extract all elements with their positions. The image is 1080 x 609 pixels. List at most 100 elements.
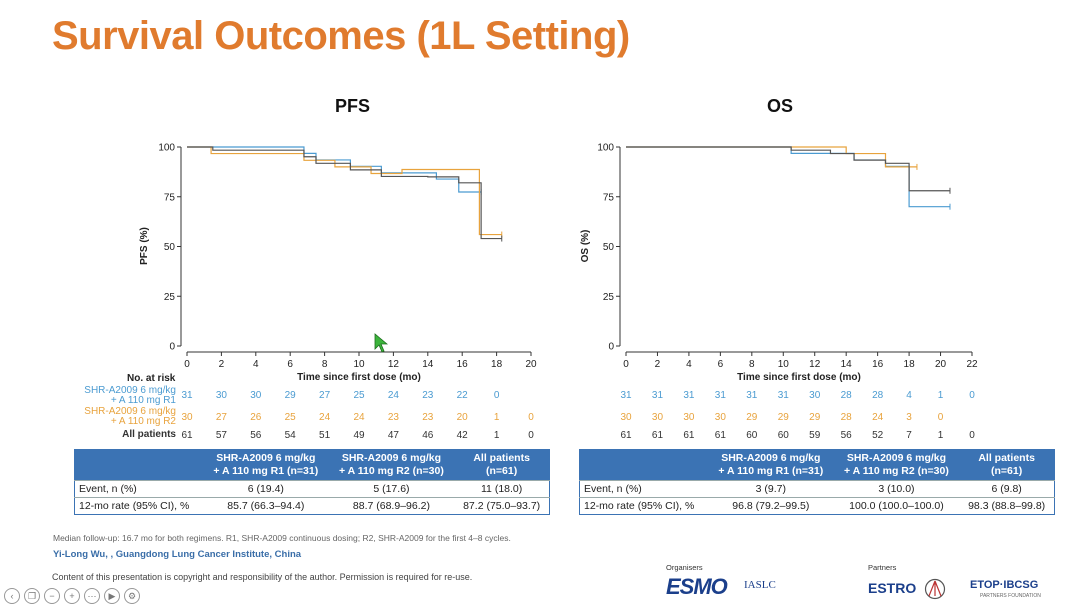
partner-emblem-icon: [924, 578, 946, 600]
risk-count: 31: [746, 390, 758, 401]
table-header-row: SHR-A2009 6 mg/kg + A 110 mg R1 (n=31) S…: [579, 449, 1055, 481]
risk-label-r1: SHR-A2009 6 mg/kg + A 110 mg R1: [84, 385, 176, 406]
y-tick-label: 50: [164, 242, 176, 253]
footnote: Median follow-up: 16.7 mo for both regim…: [53, 533, 511, 543]
viewer-toolbar: ‹ ❐ − + ⋯ ▶ ⚙: [4, 588, 140, 604]
x-tick-label: 8: [322, 359, 328, 370]
risk-count: 59: [809, 430, 821, 441]
risk-count: 0: [969, 430, 975, 441]
table-cell: 3 (9.7): [708, 480, 834, 498]
copy-icon[interactable]: ❐: [24, 588, 40, 604]
risk-count: 27: [215, 412, 227, 423]
author-credit: Yi-Long Wu, , Guangdong Lung Cancer Inst…: [53, 549, 302, 560]
table-row: 12-mo rate (95% CI), % 96.8 (79.2–99.5) …: [579, 497, 1055, 515]
risk-label-r2: SHR-A2009 6 mg/kg + A 110 mg R2: [84, 406, 176, 427]
table-header-cell: All patients (n=61): [959, 449, 1055, 481]
risk-count: 29: [746, 412, 758, 423]
esmo-logo: ESMO: [666, 574, 728, 599]
risk-count: 56: [250, 430, 262, 441]
risk-count: 60: [746, 430, 758, 441]
x-tick-label: 14: [841, 359, 853, 370]
table-header-cell: [579, 449, 708, 481]
risk-count: 30: [620, 412, 632, 423]
table-header-cell: SHR-A2009 6 mg/kg + A 110 mg R2 (n=30): [328, 449, 455, 481]
table-cell: 88.7 (68.9–96.2): [328, 497, 455, 515]
y-tick-label: 50: [603, 242, 615, 253]
km-curve-r2: [187, 146, 502, 236]
y-tick-label: 25: [603, 292, 615, 303]
table-cell: 100.0 (100.0–100.0): [833, 497, 960, 515]
x-tick-label: 8: [749, 359, 755, 370]
y-tick-label: 25: [164, 292, 176, 303]
x-tick-label: 2: [655, 359, 661, 370]
pfs-panel-title: PFS: [335, 96, 371, 116]
risk-count: 61: [620, 430, 632, 441]
risk-count: 61: [714, 430, 726, 441]
risk-count: 30: [809, 390, 821, 401]
x-tick-label: 0: [184, 359, 190, 370]
risk-count: 61: [181, 430, 193, 441]
risk-count: 31: [651, 390, 664, 401]
table-cell: 6 (9.8): [959, 480, 1055, 498]
x-tick-label: 4: [253, 359, 259, 370]
partners-label: Partners: [868, 563, 897, 572]
y-axis-label: OS (%): [580, 230, 591, 263]
zoom-out-icon[interactable]: −: [44, 588, 60, 604]
risk-count: 30: [181, 412, 193, 423]
risk-count: 25: [353, 390, 365, 401]
risk-count: 52: [872, 430, 884, 441]
risk-count: 1: [493, 412, 500, 423]
x-tick-label: 16: [457, 359, 469, 370]
zoom-in-icon[interactable]: +: [64, 588, 80, 604]
table-cell: Event, n (%): [74, 480, 203, 498]
risk-count: 0: [937, 412, 944, 423]
risk-count: 31: [777, 390, 789, 401]
x-tick-label: 6: [287, 359, 293, 370]
table-cell: Event, n (%): [579, 480, 708, 498]
risk-count: 31: [181, 390, 193, 401]
organisers-label: Organisers: [666, 563, 703, 572]
slide-title: Survival Outcomes (1L Setting): [52, 14, 630, 58]
risk-count: 61: [651, 430, 664, 441]
table-cell: 87.2 (75.0–93.7): [454, 497, 550, 515]
x-axis-label: Time since first dose (mo): [737, 372, 861, 383]
risk-count: 24: [387, 390, 399, 401]
y-tick-label: 100: [158, 143, 175, 154]
table-cell: 85.7 (66.3–94.4): [203, 497, 329, 515]
risk-count: 24: [319, 412, 331, 423]
more-icon[interactable]: ⋯: [84, 588, 100, 604]
risk-count: 0: [528, 412, 534, 423]
estro-logo: ESTRO: [868, 580, 917, 596]
risk-count: 28: [840, 412, 852, 423]
x-tick-label: 10: [778, 359, 790, 370]
copyright-notice: Content of this presentation is copyrigh…: [52, 572, 473, 582]
table-header-cell: SHR-A2009 6 mg/kg + A 110 mg R1 (n=31): [203, 449, 329, 481]
x-tick-label: 20: [525, 359, 537, 370]
video-icon[interactable]: ▶: [104, 588, 120, 604]
prev-icon[interactable]: ‹: [4, 588, 20, 604]
table-cell: 3 (10.0): [833, 480, 960, 498]
risk-label-all: All patients: [122, 429, 176, 440]
table-cell: 11 (18.0): [454, 480, 550, 498]
x-tick-label: 0: [623, 359, 629, 370]
km-curve-r1: [626, 146, 950, 208]
risk-count: 7: [906, 430, 912, 441]
os-panel-title: OS: [767, 96, 794, 116]
cursor-icon: [374, 333, 388, 353]
table-row: Event, n (%) 3 (9.7) 3 (10.0) 6 (9.8): [579, 480, 1055, 498]
table-cell: 5 (17.6): [328, 480, 455, 498]
risk-count: 29: [777, 412, 789, 423]
x-axis-label: Time since first dose (mo): [297, 372, 421, 383]
iaslc-logo: IASLC: [744, 579, 776, 591]
risk-count: 30: [215, 390, 227, 401]
x-tick-label: 22: [966, 359, 978, 370]
etop-subtitle: PARTNERS FOUNDATION: [980, 593, 1041, 599]
table-cell: 96.8 (79.2–99.5): [708, 497, 834, 515]
risk-count: 0: [969, 390, 975, 401]
risk-count: 30: [683, 412, 695, 423]
risk-count: 23: [422, 390, 434, 401]
risk-count: 24: [353, 412, 365, 423]
settings-icon[interactable]: ⚙: [124, 588, 140, 604]
y-axis-label: PFS (%): [139, 227, 150, 265]
table-header-cell: All patients (n=61): [454, 449, 550, 481]
